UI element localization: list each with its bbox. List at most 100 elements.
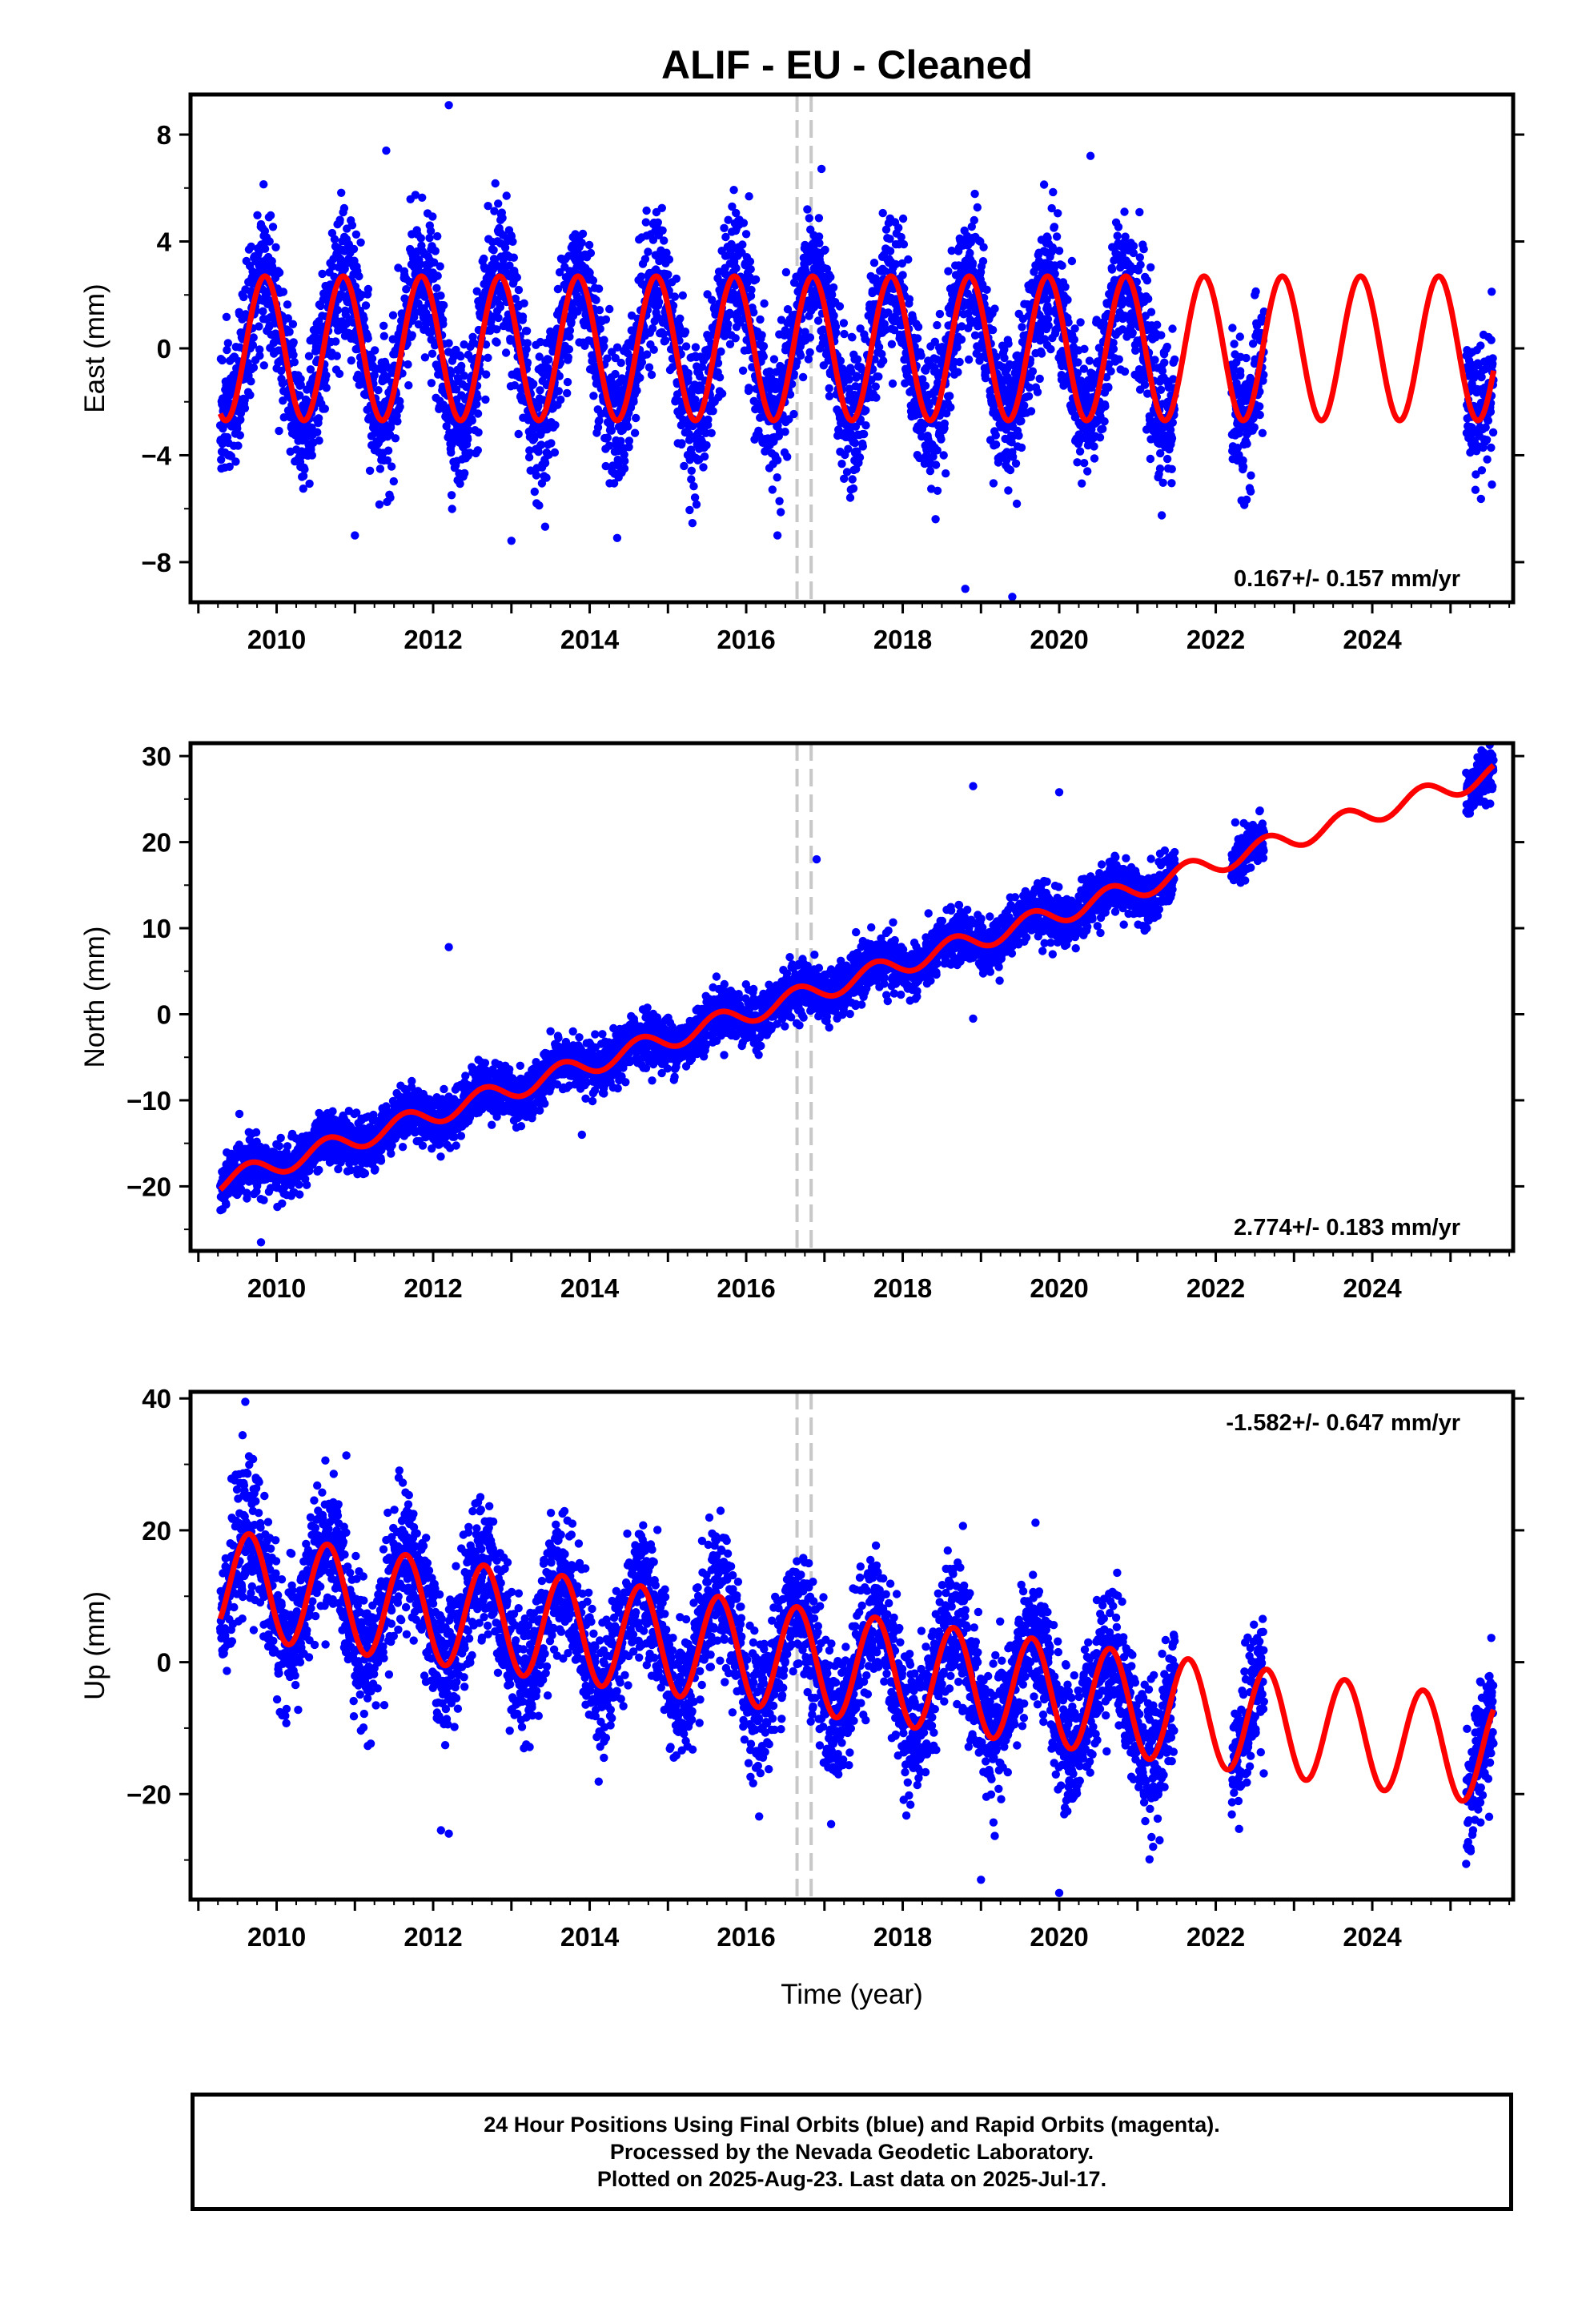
east-point: [845, 375, 853, 384]
east-point: [609, 479, 619, 488]
east-point: [553, 284, 563, 294]
east-point: [1239, 456, 1247, 465]
east-point: [271, 243, 280, 251]
east-point: [444, 348, 453, 356]
east-point: [505, 261, 514, 270]
east-point: [853, 355, 862, 364]
east-ytick-label: 8: [157, 120, 171, 150]
east-point: [888, 379, 897, 388]
east-point: [1150, 356, 1159, 364]
east-point: [439, 320, 448, 328]
east-point: [1079, 364, 1089, 373]
east-point: [1146, 308, 1156, 316]
east-point: [738, 366, 748, 375]
east-point: [456, 352, 465, 361]
east-point: [607, 426, 616, 435]
east-point: [891, 259, 901, 269]
east-point: [889, 326, 899, 335]
east-point: [1095, 433, 1105, 442]
east-point: [1109, 338, 1118, 348]
east-point: [235, 431, 244, 440]
east-point: [885, 247, 895, 255]
east-point: [1169, 375, 1178, 384]
east-point: [688, 519, 697, 528]
east-point: [1136, 260, 1145, 269]
east-point: [1100, 417, 1109, 426]
east-point: [1044, 321, 1053, 330]
east-point: [913, 334, 922, 343]
east-point: [1251, 287, 1260, 296]
east-point: [363, 284, 373, 294]
east-point: [929, 452, 938, 461]
east-point: [713, 359, 723, 368]
east-point: [1243, 440, 1251, 448]
east-point: [502, 191, 511, 200]
east-point: [347, 221, 357, 230]
east-point: [1092, 316, 1101, 324]
east-point: [1487, 443, 1496, 452]
east-point: [289, 351, 298, 360]
east-point: [456, 479, 464, 489]
east-point: [428, 349, 437, 358]
east-point: [781, 267, 791, 277]
east-point: [1030, 267, 1038, 276]
east-point: [616, 436, 625, 445]
east-point: [1075, 447, 1085, 456]
east-point: [464, 435, 472, 444]
east-point: [1000, 345, 1009, 354]
east-point: [391, 434, 400, 443]
east-point: [785, 390, 795, 399]
east-point: [840, 329, 849, 339]
east-point: [958, 322, 966, 331]
east-point: [501, 348, 511, 357]
east-point: [967, 222, 977, 231]
east-point: [322, 371, 331, 380]
east-point: [845, 493, 855, 502]
east-point: [669, 301, 678, 310]
east-point: [805, 214, 813, 223]
east-point: [613, 455, 622, 464]
east-point: [783, 305, 793, 314]
east-point: [765, 367, 774, 376]
east-point: [921, 381, 930, 390]
east-point: [640, 255, 650, 263]
east-point: [988, 325, 998, 335]
east-point: [1477, 466, 1487, 475]
east-point: [636, 272, 646, 281]
east-point: [657, 203, 666, 212]
east-point: [507, 537, 516, 545]
east-point: [436, 292, 445, 300]
east-point: [644, 247, 652, 256]
east-point: [565, 326, 575, 335]
east-point: [629, 397, 638, 406]
east-point: [642, 350, 652, 359]
east-point: [603, 354, 612, 363]
east-point: [534, 401, 543, 411]
east-point: [869, 259, 879, 267]
east-point: [492, 325, 501, 334]
east-point: [689, 482, 698, 491]
east-point: [935, 309, 945, 319]
east-point: [540, 459, 550, 468]
east-point: [1107, 265, 1117, 274]
east-point: [472, 400, 481, 408]
east-point: [439, 400, 448, 409]
east-point: [1135, 253, 1145, 262]
east-xtick-label: 2010: [247, 625, 306, 654]
east-point: [725, 340, 735, 348]
east-point: [556, 395, 565, 404]
east-point: [408, 331, 416, 340]
east-point: [1472, 470, 1480, 479]
east-point: [595, 306, 604, 315]
east-point: [433, 271, 442, 280]
east-point: [624, 422, 632, 431]
east-point: [596, 324, 604, 333]
east-point: [620, 450, 628, 459]
east-point: [708, 296, 717, 304]
east-point: [578, 229, 588, 239]
east-point: [947, 246, 956, 255]
east-point: [1048, 243, 1058, 252]
east-point: [563, 377, 572, 387]
east-point: [702, 440, 711, 450]
